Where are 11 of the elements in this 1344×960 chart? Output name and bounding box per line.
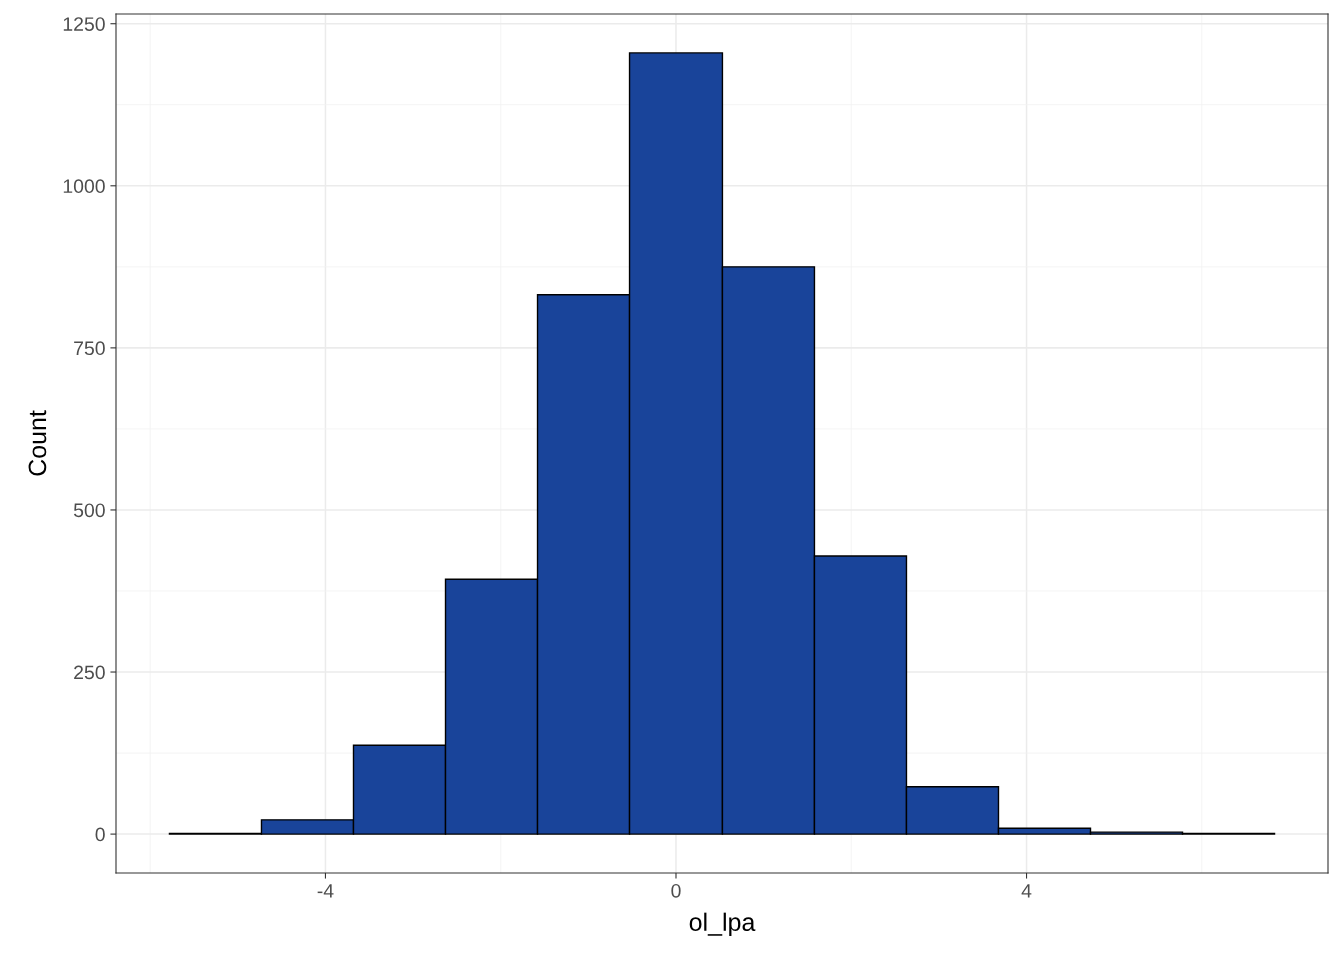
y-tick-label: 250 bbox=[74, 665, 105, 680]
y-tick-label: 1250 bbox=[63, 17, 105, 31]
x-tick-label: 4 bbox=[1021, 884, 1032, 898]
y-tick-label: 1000 bbox=[63, 179, 105, 194]
x-axis-title: ol_lpa bbox=[689, 912, 756, 936]
x-tick-label: 0 bbox=[671, 883, 681, 898]
y-tick-label: 750 bbox=[74, 341, 105, 356]
y-tick-label: 500 bbox=[73, 503, 105, 518]
y-axis-title: Count bbox=[28, 410, 47, 476]
y-tick-label: 0 bbox=[95, 827, 105, 842]
x-tick-label: -4 bbox=[317, 884, 334, 898]
